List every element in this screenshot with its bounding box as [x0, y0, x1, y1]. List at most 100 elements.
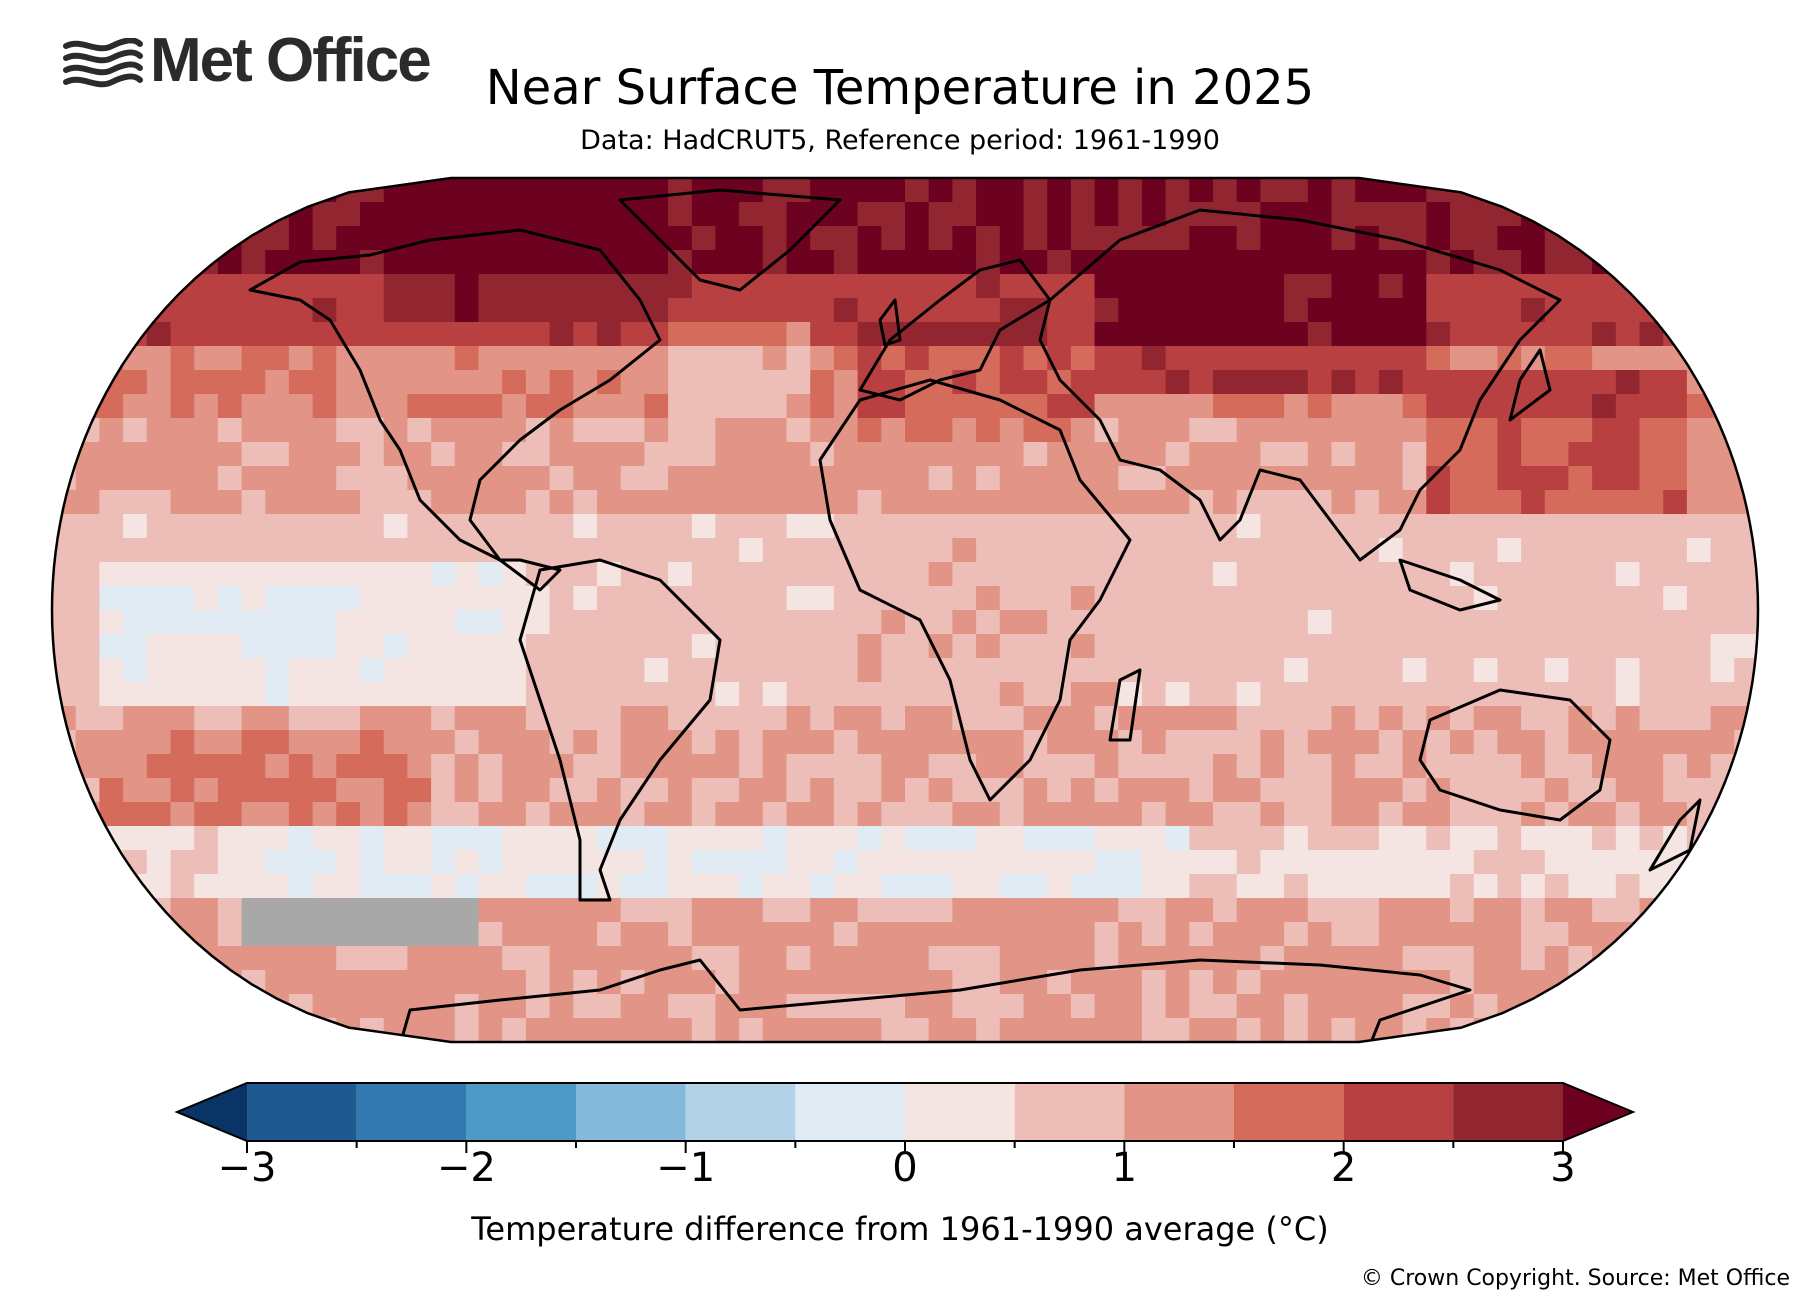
anomaly-cell [99, 274, 124, 299]
anomaly-cell [360, 634, 385, 659]
anomaly-cell [241, 298, 266, 323]
anomaly-cell [1402, 250, 1427, 275]
anomaly-cell [1521, 826, 1546, 851]
anomaly-cell [194, 322, 219, 347]
anomaly-cell [620, 538, 645, 563]
anomaly-cell [881, 562, 906, 587]
anomaly-cell [1331, 298, 1356, 323]
anomaly-cell [715, 922, 740, 947]
anomaly-cell [383, 970, 408, 995]
anomaly-cell [597, 994, 622, 1019]
anomaly-cell [857, 442, 882, 467]
anomaly-cell [407, 418, 432, 443]
anomaly-cell [597, 802, 622, 827]
anomaly-cell [265, 610, 290, 635]
anomaly-cell [1141, 778, 1167, 803]
anomaly-cell [431, 586, 456, 611]
anomaly-cell [1710, 850, 1735, 875]
anomaly-cell [265, 370, 290, 395]
anomaly-cell [644, 922, 669, 947]
anomaly-cell [170, 946, 195, 971]
anomaly-cell [336, 226, 361, 251]
anomaly-cell [194, 226, 219, 251]
anomaly-cell [644, 802, 669, 827]
anomaly-cell [1307, 706, 1333, 731]
anomaly-cell [217, 802, 243, 827]
anomaly-cell [146, 250, 172, 275]
anomaly-cell [1615, 322, 1641, 347]
anomaly-cell [1450, 946, 1475, 971]
anomaly-cell [1734, 298, 1758, 323]
anomaly-cell [194, 418, 219, 443]
anomaly-cell [715, 490, 740, 515]
anomaly-cell [1615, 346, 1641, 371]
anomaly-cell [1497, 850, 1522, 875]
colorbar-segment [247, 1083, 357, 1141]
anomaly-cell [99, 706, 124, 731]
anomaly-cell [336, 394, 361, 419]
anomaly-cell [288, 514, 314, 539]
anomaly-cell [1189, 922, 1214, 947]
anomaly-cell [1094, 274, 1119, 299]
anomaly-cell [1165, 346, 1190, 371]
anomaly-cell [1094, 562, 1119, 587]
anomaly-cell [383, 322, 408, 347]
colorbar-segment [1014, 1083, 1125, 1141]
anomaly-cell [1094, 346, 1119, 371]
anomaly-cell [1544, 946, 1570, 971]
anomaly-cell [52, 562, 77, 587]
anomaly-cell [1639, 418, 1664, 443]
anomaly-cell [1402, 922, 1427, 947]
anomaly-cell [99, 994, 124, 1019]
anomaly-cell [1189, 322, 1214, 347]
anomaly-cell [1686, 322, 1712, 347]
anomaly-cell [431, 826, 456, 851]
anomaly-cell [1047, 1018, 1072, 1042]
anomaly-cell [739, 682, 764, 707]
anomaly-cell [1213, 346, 1238, 371]
anomaly-cell [549, 346, 574, 371]
anomaly-cell [1734, 370, 1758, 395]
anomaly-cell [881, 730, 906, 755]
anomaly-cell [1710, 274, 1735, 299]
anomaly-cell [170, 778, 195, 803]
anomaly-cell [265, 898, 290, 923]
anomaly-cell [454, 322, 480, 347]
anomaly-cell [407, 682, 432, 707]
anomaly-cell [99, 418, 124, 443]
anomaly-cell [502, 466, 527, 491]
anomaly-cell [1450, 874, 1475, 899]
anomaly-cell [336, 922, 361, 947]
anomaly-cell [217, 778, 243, 803]
anomaly-cell [1307, 922, 1333, 947]
anomaly-cell [976, 514, 1001, 539]
anomaly-cell [1023, 682, 1048, 707]
anomaly-cell [1544, 490, 1570, 515]
anomaly-cell [1213, 778, 1238, 803]
anomaly-cell [52, 778, 77, 803]
anomaly-cell [857, 970, 882, 995]
anomaly-cell [1331, 874, 1356, 899]
anomaly-cell [99, 898, 124, 923]
anomaly-cell [1615, 538, 1641, 563]
anomaly-cell [241, 778, 266, 803]
anomaly-cell [1307, 898, 1333, 923]
anomaly-cell [644, 850, 669, 875]
anomaly-cell [1165, 778, 1190, 803]
anomaly-cell [1734, 850, 1758, 875]
anomaly-cell [1544, 250, 1570, 275]
anomaly-cell [1710, 634, 1735, 659]
anomaly-cell [1568, 322, 1593, 347]
anomaly-cell [99, 490, 124, 515]
anomaly-cell [502, 322, 527, 347]
anomaly-cell [312, 634, 337, 659]
anomaly-cell [1639, 994, 1664, 1019]
anomaly-cell [217, 562, 243, 587]
anomaly-cell [312, 394, 337, 419]
anomaly-cell [1639, 274, 1664, 299]
anomaly-cell [1686, 466, 1712, 491]
anomaly-cell [928, 562, 953, 587]
anomaly-cell [668, 658, 693, 683]
anomaly-cell [952, 442, 977, 467]
anomaly-cell [336, 370, 361, 395]
